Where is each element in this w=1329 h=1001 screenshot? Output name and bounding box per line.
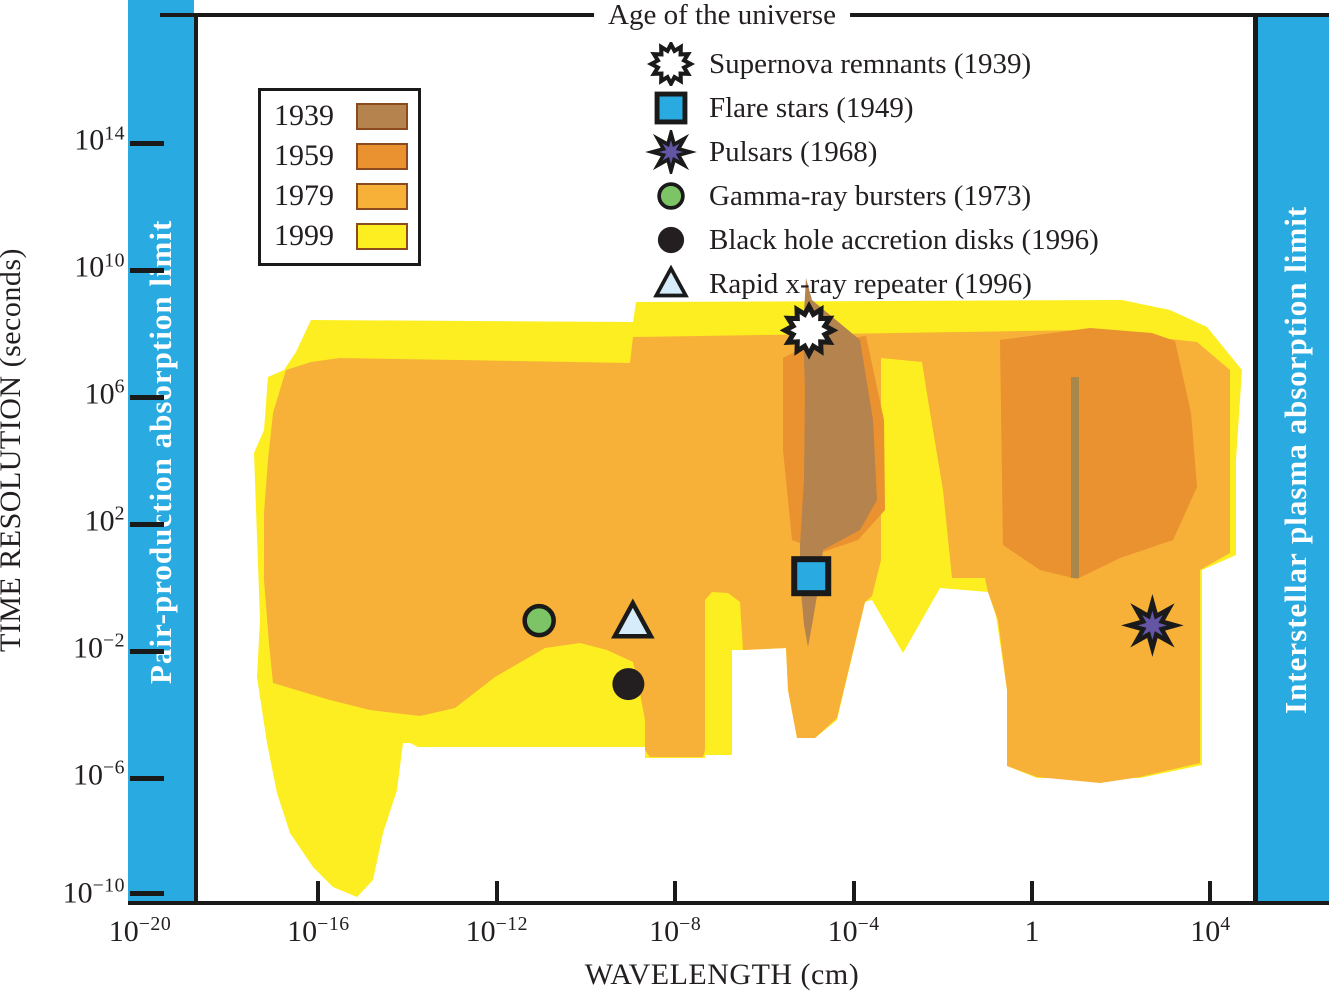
y-tick-label: 106: [84, 375, 125, 411]
region-1959-inner-stripe: [1071, 377, 1079, 578]
marker-legend-row: Gamma-ray bursters (1973): [645, 174, 1099, 218]
marker-legend-row: Flare stars (1949): [645, 86, 1099, 130]
marker-legend-label: Flare stars (1949): [709, 91, 914, 124]
marker-legend: Supernova remnants (1939) Flare stars (19…: [645, 42, 1099, 306]
x-tick-label: 10−8: [649, 913, 702, 948]
y-tick-label: 10−10: [62, 874, 125, 910]
year-legend-swatch: [355, 222, 408, 250]
x-tick-label: 10−12: [465, 913, 529, 948]
plot-left-border: [194, 13, 198, 905]
marker-triangle: [611, 598, 655, 639]
year-legend-row: 1979: [261, 176, 418, 216]
x-tick-mark: [1030, 881, 1034, 902]
star8-glyph: [645, 130, 697, 174]
year-legend-row: 1939: [261, 96, 418, 136]
year-legend-swatch: [355, 102, 408, 130]
burst12-glyph: [646, 42, 696, 86]
dot-icon: [657, 226, 685, 254]
x-tick-label: 10−16: [287, 913, 350, 948]
x-tick-mark: [673, 881, 678, 902]
pair-production-absorption-bar: Pair-production absorption limit: [128, 0, 194, 903]
y-tick-label: 10−2: [72, 629, 125, 665]
x-tick-label: 1: [1024, 915, 1040, 948]
marker-legend-row: Supernova remnants (1939): [645, 42, 1099, 86]
x-tick-label: 10−4: [827, 913, 880, 948]
year-legend-year: 1939: [274, 99, 334, 132]
y-tick-label: 1014: [74, 121, 125, 157]
x-axis-line: [128, 901, 1329, 905]
marker-legend-label: Black hole accretion disks (1996): [709, 223, 1099, 256]
circle-glyph: [657, 182, 685, 210]
y-tick-mark: [130, 522, 164, 528]
age-of-universe-label: Age of the universe: [594, 0, 850, 32]
marker-legend-row: Rapid x-ray repeater (1996): [645, 262, 1099, 306]
y-tick-mark: [130, 649, 164, 655]
marker-star8: [1121, 593, 1184, 657]
marker-legend-icon-square: [645, 86, 697, 130]
year-legend-year: 1979: [274, 179, 334, 212]
year-legend-swatch: [355, 142, 408, 170]
y-tick-mark: [130, 776, 164, 782]
year-legend-row: 1959: [261, 136, 418, 176]
marker-legend-icon-circle: [645, 174, 697, 218]
year-legend-row: 1999: [261, 216, 418, 256]
x-tick-mark: [316, 881, 321, 902]
year-legend-swatch: [355, 182, 408, 210]
y-tick-label: 102: [84, 502, 125, 538]
marker-square: [791, 556, 832, 597]
marker-burst12: [779, 301, 839, 360]
x-tick-mark: [851, 881, 856, 902]
y-tick-label: 1010: [74, 248, 125, 284]
region-1939: [800, 278, 877, 647]
interstellar-plasma-absorption-label: Interstellar plasma absorption limit: [1278, 205, 1313, 714]
marker-legend-row: Pulsars (1968): [645, 130, 1099, 174]
square-glyph: [654, 91, 688, 125]
year-legend-year: 1959: [274, 139, 334, 172]
y-tick-mark: [130, 268, 164, 274]
interstellar-plasma-absorption-bar: Interstellar plasma absorption limit: [1253, 16, 1329, 903]
marker-circle: [522, 603, 556, 638]
region-1979: [264, 330, 1230, 783]
x-tick-mark: [1208, 881, 1213, 902]
y-tick-mark: [130, 141, 164, 147]
year-legend-box: 1939 1959 1979 1999: [258, 88, 421, 266]
circle-icon: [657, 182, 685, 210]
marker-legend-label: Pulsars (1968): [709, 135, 878, 168]
dot-glyph: [657, 226, 685, 254]
x-tick-label: 104: [1190, 913, 1231, 948]
triangle-icon: [653, 264, 689, 298]
triangle-glyph: [653, 264, 689, 298]
marker-legend-label: Gamma-ray bursters (1973): [709, 179, 1032, 212]
marker-legend-icon-burst12: [645, 42, 697, 86]
region-1959: [1000, 328, 1197, 579]
y-tick-mark: [130, 891, 164, 896]
year-legend-year: 1999: [274, 219, 334, 252]
x-tick-mark: [494, 881, 499, 902]
pair-production-absorption-label: Pair-production absorption limit: [143, 219, 178, 684]
marker-legend-label: Rapid x-ray repeater (1996): [709, 267, 1032, 300]
marker-legend-icon-star8: [645, 130, 697, 174]
marker-legend-label: Supernova remnants (1939): [709, 47, 1032, 80]
star8-icon: [645, 130, 697, 174]
y-tick-label: 10−6: [72, 756, 125, 792]
marker-legend-icon-dot: [645, 218, 697, 262]
y-tick-mark: [130, 395, 164, 401]
x-axis-title: WAVELENGTH (cm): [584, 958, 860, 991]
marker-dot: [612, 668, 645, 701]
marker-legend-row: Black hole accretion disks (1996): [645, 218, 1099, 262]
x-tick-label: 10−20: [108, 913, 172, 948]
square-icon: [654, 91, 688, 125]
burst12-icon: [646, 42, 696, 86]
marker-legend-icon-triangle: [645, 262, 697, 306]
